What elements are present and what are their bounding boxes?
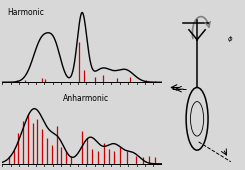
- Text: Anharmonic: Anharmonic: [63, 94, 109, 103]
- Text: Harmonic: Harmonic: [7, 8, 44, 17]
- Text: $\phi$: $\phi$: [227, 34, 233, 44]
